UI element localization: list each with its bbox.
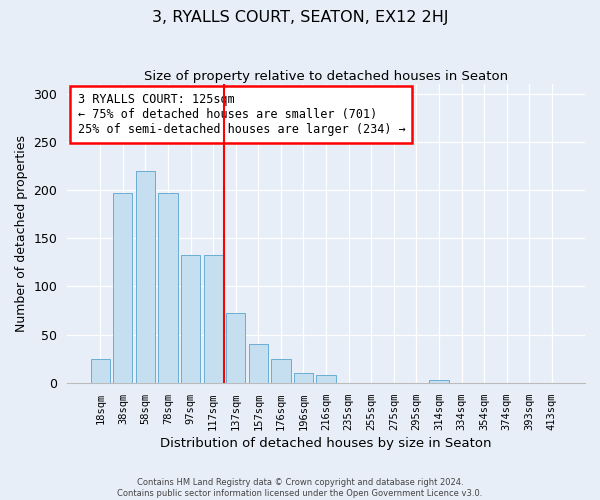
Title: Size of property relative to detached houses in Seaton: Size of property relative to detached ho… <box>144 70 508 83</box>
Bar <box>249 344 268 383</box>
Bar <box>203 254 223 383</box>
Bar <box>226 314 245 383</box>
Bar <box>271 358 290 383</box>
Bar <box>316 375 335 383</box>
Bar <box>158 193 178 383</box>
Y-axis label: Number of detached properties: Number of detached properties <box>15 135 28 332</box>
X-axis label: Distribution of detached houses by size in Seaton: Distribution of detached houses by size … <box>160 437 492 450</box>
Bar <box>91 358 110 383</box>
Text: Contains HM Land Registry data © Crown copyright and database right 2024.
Contai: Contains HM Land Registry data © Crown c… <box>118 478 482 498</box>
Bar <box>113 193 133 383</box>
Bar <box>181 254 200 383</box>
Text: 3, RYALLS COURT, SEATON, EX12 2HJ: 3, RYALLS COURT, SEATON, EX12 2HJ <box>152 10 448 25</box>
Bar <box>294 373 313 383</box>
Bar <box>430 380 449 383</box>
Bar <box>136 171 155 383</box>
Text: 3 RYALLS COURT: 125sqm
← 75% of detached houses are smaller (701)
25% of semi-de: 3 RYALLS COURT: 125sqm ← 75% of detached… <box>77 93 405 136</box>
